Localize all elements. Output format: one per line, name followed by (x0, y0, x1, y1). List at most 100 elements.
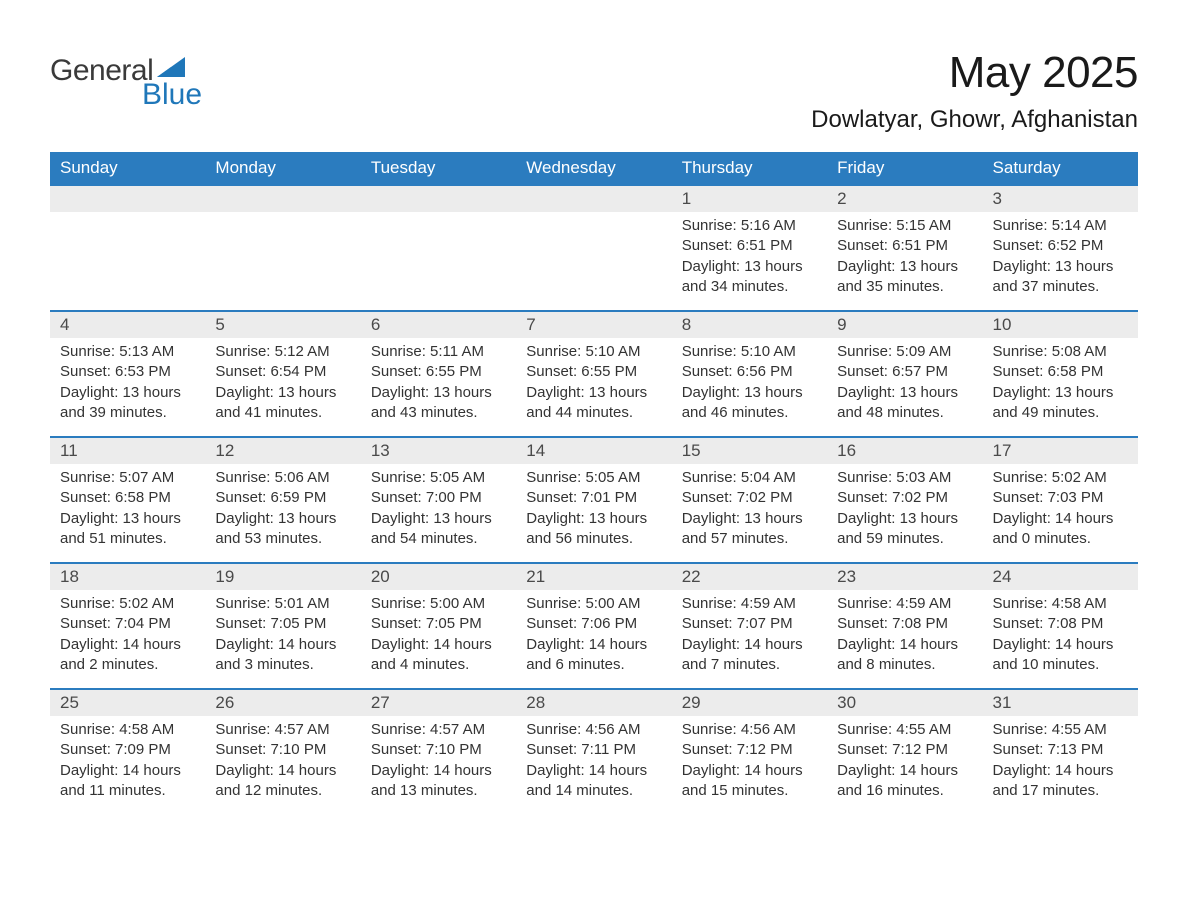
day-number-row: 21 (516, 564, 671, 590)
sunrise-line: Sunrise: 5:10 AM (682, 342, 817, 362)
day-number-row: 14 (516, 438, 671, 464)
calendar-day: 12Sunrise: 5:06 AMSunset: 6:59 PMDayligh… (205, 438, 360, 562)
sunset-line: Sunset: 6:53 PM (60, 362, 195, 382)
sunset-line: Sunset: 6:56 PM (682, 362, 817, 382)
day-number: 6 (371, 315, 380, 334)
calendar-day: 29Sunrise: 4:56 AMSunset: 7:12 PMDayligh… (672, 690, 827, 814)
dow-thursday: Thursday (672, 152, 827, 186)
sunset-line: Sunset: 7:08 PM (837, 614, 972, 634)
day-number-row: 4 (50, 312, 205, 338)
daylight-line: Daylight: 14 hours and 8 minutes. (837, 635, 972, 676)
calendar-day: 14Sunrise: 5:05 AMSunset: 7:01 PMDayligh… (516, 438, 671, 562)
calendar-page: General Blue May 2025 Dowlatyar, Ghowr, … (0, 0, 1188, 814)
sunrise-line: Sunrise: 5:10 AM (526, 342, 661, 362)
day-number: 13 (371, 441, 390, 460)
sunrise-line: Sunrise: 5:08 AM (993, 342, 1128, 362)
calendar-day: 16Sunrise: 5:03 AMSunset: 7:02 PMDayligh… (827, 438, 982, 562)
calendar-day: 15Sunrise: 5:04 AMSunset: 7:02 PMDayligh… (672, 438, 827, 562)
sunset-line: Sunset: 6:54 PM (215, 362, 350, 382)
day-number: 26 (215, 693, 234, 712)
day-body: Sunrise: 5:14 AMSunset: 6:52 PMDaylight:… (983, 212, 1138, 297)
day-number-row: 17 (983, 438, 1138, 464)
sunrise-line: Sunrise: 5:00 AM (526, 594, 661, 614)
dow-friday: Friday (827, 152, 982, 186)
sunset-line: Sunset: 6:58 PM (60, 488, 195, 508)
day-body: Sunrise: 5:00 AMSunset: 7:06 PMDaylight:… (516, 590, 671, 675)
calendar-day (361, 186, 516, 310)
day-number-row: 1 (672, 186, 827, 212)
sunset-line: Sunset: 6:55 PM (526, 362, 661, 382)
sunrise-line: Sunrise: 5:02 AM (993, 468, 1128, 488)
day-number-row (516, 186, 671, 212)
daylight-line: Daylight: 13 hours and 43 minutes. (371, 383, 506, 424)
calendar-day: 13 Sunrise: 5:05 AMSunset: 7:00 PMDayligh… (361, 438, 516, 562)
sunset-line: Sunset: 7:07 PM (682, 614, 817, 634)
weeks-container: 1Sunrise: 5:16 AMSunset: 6:51 PMDaylight… (50, 186, 1138, 814)
daylight-line: Daylight: 13 hours and 39 minutes. (60, 383, 195, 424)
calendar-week: 11Sunrise: 5:07 AMSunset: 6:58 PMDayligh… (50, 436, 1138, 562)
calendar-day (50, 186, 205, 310)
day-number: 4 (60, 315, 69, 334)
day-number: 1 (682, 189, 691, 208)
sunrise-line: Sunrise: 5:01 AM (215, 594, 350, 614)
daylight-line: Daylight: 14 hours and 15 minutes. (682, 761, 817, 802)
day-number-row: 9 (827, 312, 982, 338)
day-body: Sunrise: 5:08 AMSunset: 6:58 PMDaylight:… (983, 338, 1138, 423)
sunset-line: Sunset: 7:12 PM (837, 740, 972, 760)
calendar-day: 10Sunrise: 5:08 AMSunset: 6:58 PMDayligh… (983, 312, 1138, 436)
day-body: Sunrise: 4:56 AMSunset: 7:12 PMDaylight:… (672, 716, 827, 801)
day-number-row: 31 (983, 690, 1138, 716)
day-number-row: 12 (205, 438, 360, 464)
day-number: 18 (60, 567, 79, 586)
day-body: Sunrise: 5:05 AMSunset: 7:00 PMDaylight:… (361, 464, 516, 549)
daylight-line: Daylight: 14 hours and 2 minutes. (60, 635, 195, 676)
sunset-line: Sunset: 6:55 PM (371, 362, 506, 382)
day-body: Sunrise: 5:10 AMSunset: 6:55 PMDaylight:… (516, 338, 671, 423)
sunset-line: Sunset: 7:08 PM (993, 614, 1128, 634)
day-body: Sunrise: 5:09 AMSunset: 6:57 PMDaylight:… (827, 338, 982, 423)
sunset-line: Sunset: 7:05 PM (215, 614, 350, 634)
sunset-line: Sunset: 7:06 PM (526, 614, 661, 634)
daylight-line: Daylight: 13 hours and 59 minutes. (837, 509, 972, 550)
day-number-row: 24 (983, 564, 1138, 590)
dow-saturday: Saturday (983, 152, 1138, 186)
day-number-row: 15 (672, 438, 827, 464)
sunset-line: Sunset: 7:10 PM (215, 740, 350, 760)
day-body: Sunrise: 5:06 AMSunset: 6:59 PMDaylight:… (205, 464, 360, 549)
daylight-line: Daylight: 14 hours and 13 minutes. (371, 761, 506, 802)
calendar-day: 6 Sunrise: 5:11 AMSunset: 6:55 PMDaylight… (361, 312, 516, 436)
daylight-line: Daylight: 13 hours and 48 minutes. (837, 383, 972, 424)
day-body: Sunrise: 4:55 AMSunset: 7:12 PMDaylight:… (827, 716, 982, 801)
sunset-line: Sunset: 7:00 PM (371, 488, 506, 508)
day-body: Sunrise: 4:57 AMSunset: 7:10 PMDaylight:… (361, 716, 516, 801)
day-number-row (205, 186, 360, 212)
day-body: Sunrise: 5:04 AMSunset: 7:02 PMDaylight:… (672, 464, 827, 549)
day-number-row: 3 (983, 186, 1138, 212)
day-body: Sunrise: 5:02 AMSunset: 7:03 PMDaylight:… (983, 464, 1138, 549)
daylight-line: Daylight: 13 hours and 53 minutes. (215, 509, 350, 550)
daylight-line: Daylight: 14 hours and 10 minutes. (993, 635, 1128, 676)
sunrise-line: Sunrise: 5:00 AM (371, 594, 506, 614)
day-number-row: 22 (672, 564, 827, 590)
calendar-day: 19Sunrise: 5:01 AMSunset: 7:05 PMDayligh… (205, 564, 360, 688)
day-number: 23 (837, 567, 856, 586)
sunset-line: Sunset: 7:02 PM (837, 488, 972, 508)
day-body: Sunrise: 5:00 AMSunset: 7:05 PMDaylight:… (361, 590, 516, 675)
calendar-day: 4Sunrise: 5:13 AMSunset: 6:53 PMDaylight… (50, 312, 205, 436)
daylight-line: Daylight: 14 hours and 17 minutes. (993, 761, 1128, 802)
day-number-row: 7 (516, 312, 671, 338)
sunrise-line: Sunrise: 5:11 AM (371, 342, 506, 362)
page-title: May 2025 (811, 48, 1138, 98)
sunrise-line: Sunrise: 4:55 AM (837, 720, 972, 740)
calendar-grid: Sunday Monday Tuesday Wednesday Thursday… (50, 152, 1138, 814)
day-number: 8 (682, 315, 691, 334)
day-number: 31 (993, 693, 1012, 712)
day-body: Sunrise: 4:55 AMSunset: 7:13 PMDaylight:… (983, 716, 1138, 801)
logo-text-blue: Blue (142, 78, 202, 112)
day-number: 17 (993, 441, 1012, 460)
sunset-line: Sunset: 7:03 PM (993, 488, 1128, 508)
daylight-line: Daylight: 14 hours and 3 minutes. (215, 635, 350, 676)
day-number-row: 20 (361, 564, 516, 590)
sunrise-line: Sunrise: 4:59 AM (837, 594, 972, 614)
day-number: 27 (371, 693, 390, 712)
